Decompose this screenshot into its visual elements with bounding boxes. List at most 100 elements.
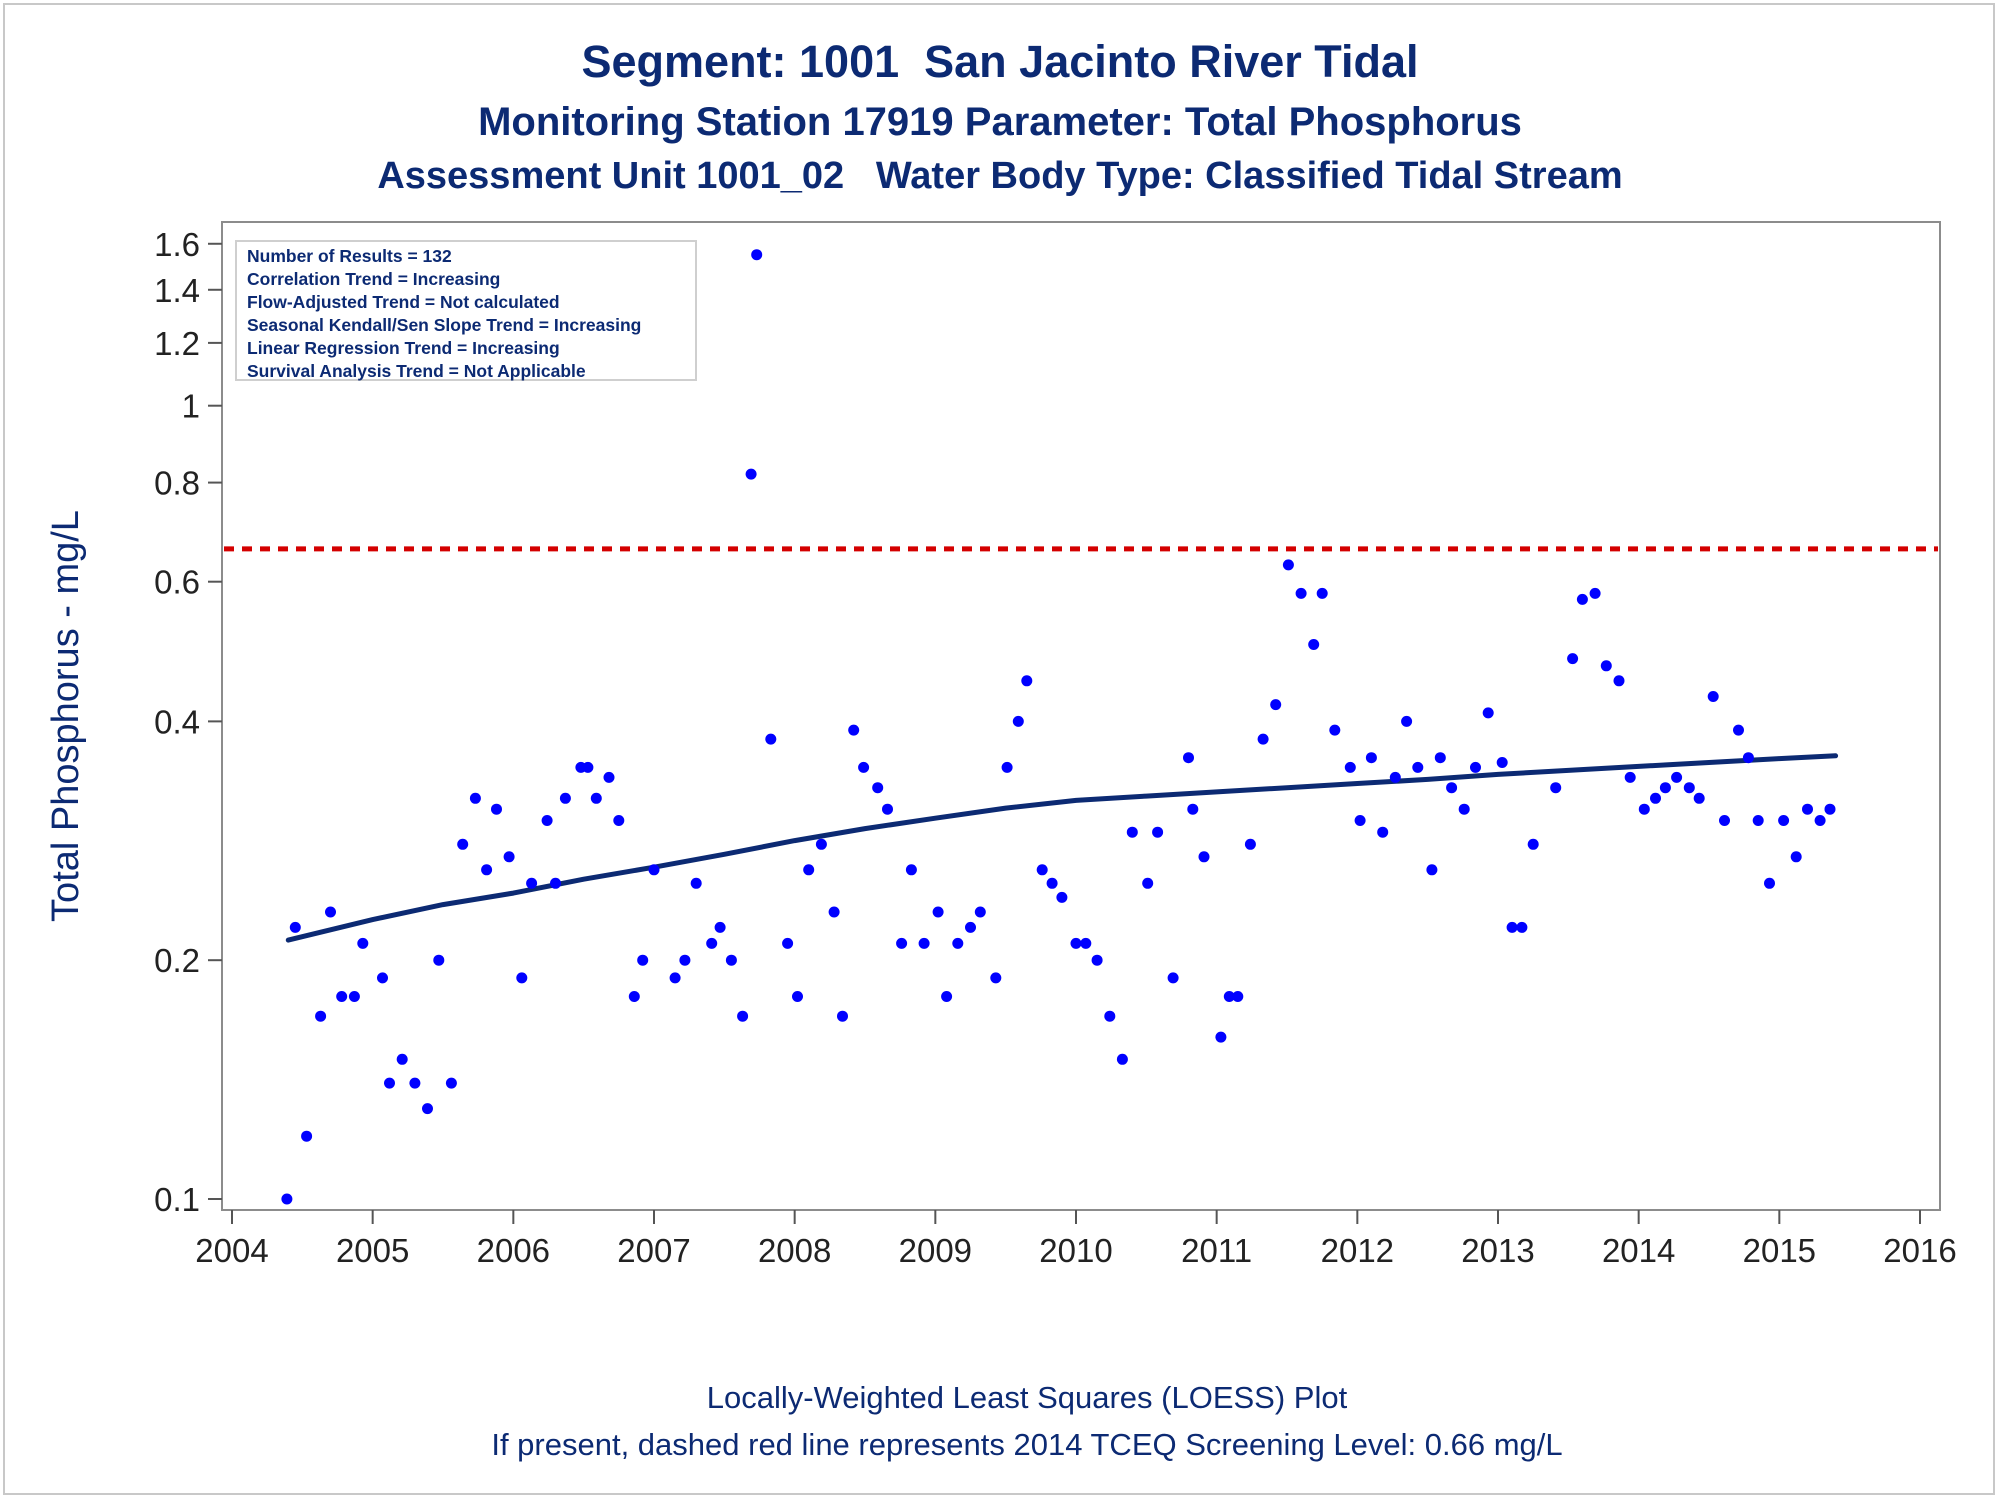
data-point [932, 906, 944, 918]
data-point [1142, 877, 1154, 889]
data-point [1223, 991, 1235, 1002]
data-point [1198, 851, 1210, 863]
data-point [1389, 771, 1401, 783]
data-point [1576, 593, 1588, 605]
data-point [1215, 1031, 1227, 1043]
data-point [1550, 782, 1562, 794]
data-point [348, 991, 360, 1002]
data-point [1802, 803, 1813, 815]
data-point [325, 906, 336, 918]
data-point [1116, 1053, 1128, 1065]
y-tick-label: 0.1 [154, 1181, 200, 1218]
data-point [1506, 921, 1518, 933]
data-point [837, 1010, 848, 1022]
footnote-screening: If present, dashed red line represents 2… [491, 1427, 1563, 1462]
chart-subtitle: Monitoring Station 17919 Parameter: Tota… [478, 100, 1522, 144]
data-point [858, 761, 870, 773]
data-point [1021, 675, 1033, 687]
data-point [690, 877, 702, 889]
data-point [792, 991, 803, 1002]
data-point [559, 792, 571, 804]
data-point [613, 815, 625, 826]
data-point [516, 972, 528, 984]
data-point [433, 954, 445, 966]
data-point [301, 1130, 313, 1142]
data-point [1496, 757, 1508, 768]
x-tick-label: 2015 [1743, 1232, 1816, 1269]
data-point [725, 954, 737, 966]
data-point [1377, 826, 1389, 838]
data-point [803, 864, 815, 876]
data-point [896, 937, 908, 949]
data-point [1001, 761, 1013, 773]
data-point [503, 851, 515, 863]
data-point [1600, 660, 1612, 672]
x-tick-label: 2007 [617, 1232, 690, 1269]
x-tick-label: 2005 [336, 1232, 409, 1269]
data-point [1671, 771, 1683, 783]
data-point [765, 733, 777, 745]
data-point [1650, 792, 1661, 804]
data-point [1329, 724, 1341, 736]
data-point [1824, 803, 1836, 815]
data-point [445, 1077, 457, 1089]
data-point [848, 724, 860, 736]
data-point [603, 771, 615, 783]
data-point [1412, 761, 1424, 773]
y-tick-label: 1.2 [154, 325, 200, 362]
data-point [872, 782, 884, 794]
data-point [1764, 877, 1775, 889]
data-point [289, 921, 301, 933]
data-point [1638, 803, 1650, 815]
y-tick-label: 0.6 [154, 564, 200, 601]
data-point [582, 761, 594, 773]
y-tick-label: 0.8 [154, 465, 200, 502]
data-point [1752, 815, 1764, 826]
data-point [590, 792, 602, 804]
data-point [965, 921, 976, 933]
data-point [1659, 782, 1671, 794]
data-point [1046, 877, 1058, 889]
data-point [281, 1193, 293, 1205]
data-point [782, 937, 794, 949]
data-point [491, 803, 502, 815]
data-point [1308, 639, 1320, 650]
x-tick-label: 2006 [477, 1232, 550, 1269]
x-tick-label: 2008 [758, 1232, 831, 1269]
data-point [384, 1077, 395, 1089]
x-tick-label: 2016 [1883, 1232, 1956, 1269]
data-point [1482, 707, 1494, 719]
data-point [918, 937, 930, 949]
data-point [1613, 675, 1625, 687]
data-point [1742, 752, 1754, 764]
data-point [714, 921, 726, 933]
x-tick-label: 2012 [1321, 1232, 1394, 1269]
plot-area [221, 221, 1941, 1211]
y-tick-label: 0.2 [154, 942, 200, 979]
data-point [1183, 752, 1194, 764]
x-tick-label: 2009 [899, 1232, 972, 1269]
data-point [1232, 991, 1244, 1002]
x-tick-label: 2014 [1602, 1232, 1675, 1269]
data-point [1434, 752, 1446, 764]
data-point [409, 1077, 421, 1089]
x-tick-label: 2013 [1461, 1232, 1534, 1269]
data-point [990, 972, 1002, 984]
data-point [815, 838, 827, 850]
data-point [1683, 782, 1695, 794]
data-point [974, 906, 986, 918]
info-line-results: Number of Results = 132 [247, 246, 452, 266]
y-axis: 0.1 0.2 0.4 0.6 0.8 1 1.2 1.4 1.6 [154, 226, 222, 1218]
data-point [1733, 724, 1744, 736]
data-point [481, 864, 493, 876]
data-point [737, 1010, 749, 1022]
data-point [1426, 864, 1438, 876]
data-point [1104, 1010, 1116, 1022]
data-point [1814, 815, 1826, 826]
plot-border [221, 221, 1941, 1211]
data-point [751, 249, 763, 261]
data-point [315, 1010, 327, 1022]
data-point [1056, 891, 1068, 903]
data-point [541, 815, 553, 826]
